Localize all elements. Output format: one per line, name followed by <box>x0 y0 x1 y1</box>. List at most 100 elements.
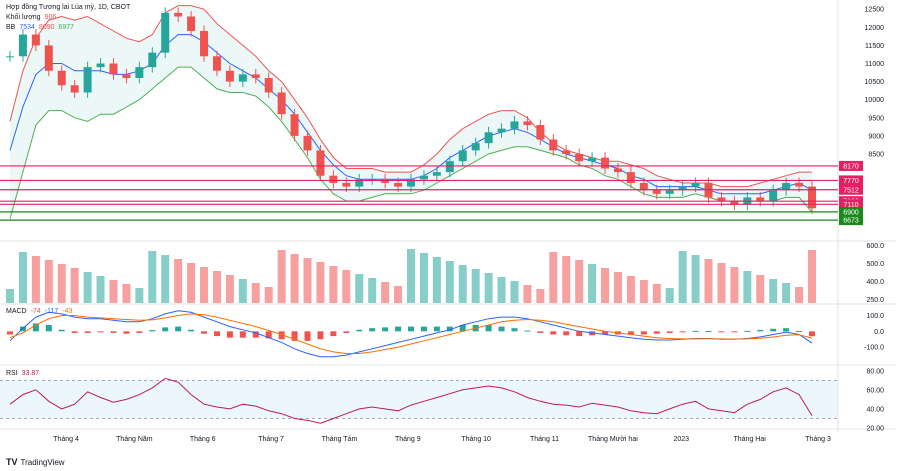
macd-histogram-bar <box>576 331 583 337</box>
level-tag <box>839 215 863 226</box>
macd-histogram-bar <box>498 326 505 332</box>
macd-histogram-bar <box>446 326 453 332</box>
price-tick-label: 10000 <box>865 97 885 104</box>
rsi-line <box>9 377 813 424</box>
macd-histogram-bar <box>291 331 298 341</box>
candle-body <box>187 16 196 31</box>
volume-bar <box>44 260 53 303</box>
candle-body <box>471 143 480 151</box>
level-label: 7110 <box>843 202 858 209</box>
candle-body <box>445 161 454 173</box>
macd-line <box>9 310 813 358</box>
candle-body <box>407 179 415 187</box>
candle-body <box>626 172 635 183</box>
macd-label: MACD <box>6 308 27 315</box>
macd-histogram-bar <box>537 331 544 333</box>
volume-bar <box>730 267 739 303</box>
volume-bar <box>588 264 597 303</box>
volume-bar <box>83 272 92 303</box>
macd-histogram-bar <box>757 329 764 332</box>
bb-upper-line <box>9 5 812 188</box>
candle-body <box>212 56 221 71</box>
volume-bar <box>458 265 467 303</box>
tradingview-logo-icon: TV <box>6 457 18 467</box>
candle-body <box>6 56 14 58</box>
macd-histogram-bar <box>304 331 311 341</box>
volume-value: 906 <box>44 14 57 21</box>
candle-body <box>135 67 144 78</box>
price-tick-label: 10500 <box>865 79 885 86</box>
volume-bar <box>381 282 390 303</box>
volume-bar <box>394 286 403 303</box>
macd-tick-label: 0.0 <box>874 329 884 336</box>
candle-body <box>225 70 234 82</box>
volume-bar <box>70 268 79 303</box>
x-axis-label: Tháng Hai <box>733 436 766 443</box>
macd-histogram-bar <box>433 326 440 332</box>
volume-bar <box>251 283 260 303</box>
macd-histogram-bar <box>97 331 104 333</box>
macd-histogram-bar <box>213 331 220 337</box>
candle-body <box>122 74 131 78</box>
macd-histogram-bar <box>408 326 414 332</box>
candle-body <box>238 74 247 82</box>
volume-tick-label: 500.0 <box>866 261 884 268</box>
price-tick-label: 12500 <box>865 7 885 14</box>
macd-histogram-bar <box>796 331 803 333</box>
candle-body <box>730 201 739 205</box>
rsi-value: 33.87 <box>21 370 40 377</box>
price-tick-label: 12000 <box>865 25 885 32</box>
macd-hist-value: -74 <box>30 308 41 315</box>
macd-histogram-bar <box>640 331 647 335</box>
volume-bar <box>497 277 506 303</box>
candle-body <box>497 128 506 133</box>
candle-body <box>795 182 804 187</box>
candle-body <box>484 132 493 144</box>
macd-signal-value: -43 <box>62 308 73 315</box>
macd-histogram-bar <box>524 330 531 332</box>
macd-legend: MACD -74 -117 -43 <box>6 307 76 317</box>
level-tag <box>839 199 863 210</box>
macd-histogram-bar <box>459 325 466 332</box>
volume-bar <box>6 289 14 303</box>
macd-histogram-bar <box>809 331 815 337</box>
volume-bar <box>536 289 545 303</box>
rsi-legend: RSI 33.87 <box>6 369 43 379</box>
volume-bar <box>601 268 610 303</box>
tradingview-watermark[interactable]: TV TradingView <box>6 457 65 467</box>
rsi-band <box>0 380 838 419</box>
level-tag <box>839 160 863 171</box>
candle-body <box>523 121 532 126</box>
volume-bar <box>652 284 661 303</box>
macd-histogram-bar <box>226 331 233 338</box>
volume-bar <box>665 288 674 303</box>
price-tick-label: 8500 <box>868 152 884 159</box>
macd-histogram-bar <box>123 331 130 334</box>
x-axis-label: Tháng 4 <box>53 436 79 443</box>
candle-body <box>83 67 92 93</box>
bb-label: BB <box>6 24 16 31</box>
volume-bar <box>562 256 571 303</box>
macd-histogram-bar <box>485 325 492 332</box>
volume-bar <box>407 249 415 303</box>
macd-histogram-bar <box>395 326 402 332</box>
macd-tick-label: -100.0 <box>864 345 884 352</box>
macd-histogram-bar <box>32 323 39 332</box>
candle-body <box>44 45 53 71</box>
candle-body <box>691 182 700 187</box>
volume-bar <box>316 262 325 303</box>
macd-histogram-bar <box>356 329 363 332</box>
price-legend: Hợp đồng Tương lai Lúa mỳ, 1D, CBOT <box>6 3 134 13</box>
candle-body <box>756 197 765 202</box>
price-tick-label: 9000 <box>868 133 884 140</box>
macd-histogram-bar <box>343 331 350 333</box>
candle-body <box>458 150 467 162</box>
macd-histogram-bar <box>330 331 337 337</box>
macd-histogram-bar <box>369 328 376 332</box>
volume-bar <box>743 271 752 303</box>
macd-histogram-bar <box>550 331 557 335</box>
volume-bar <box>368 278 377 303</box>
candle-body <box>96 63 105 68</box>
